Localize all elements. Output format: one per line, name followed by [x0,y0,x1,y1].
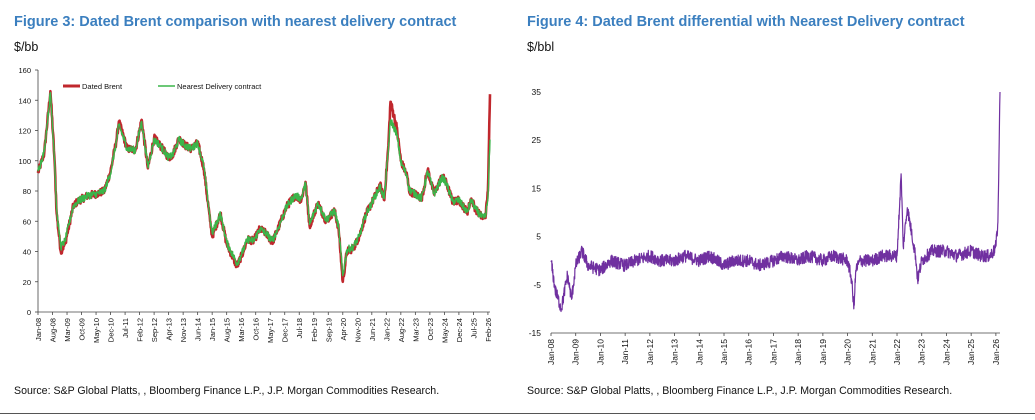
figure-3-chart: 0 20 40 60 80 100 120 140 160 Jan-08 Aug-08 Mar-09 O… [18,66,493,343]
x-tick-label: Jan-08 [546,339,556,365]
x-tick-label: Jan-13 [670,339,680,365]
x-tick-label: Jul-18 [295,318,304,338]
x-tick-label: Jan-17 [768,339,778,365]
x-tick-label: Jan-23 [917,339,927,365]
x-tick-label: Jul-25 [469,318,478,338]
x-tick-label: Jul-11 [121,318,130,338]
x-tick-label: Jan-08 [34,318,43,341]
y-tick-label: 20 [23,278,31,287]
nearest-delivery-contract-series-line [37,91,491,277]
x-tick-label: Jan-26 [991,339,1001,365]
x-tick-label: Jan-22 [382,318,391,341]
y-tick-label: 35 [532,87,542,97]
y-tick-label: 5 [536,232,541,242]
x-tick-label: Nov-13 [179,318,188,342]
differential-series-line [550,91,1001,313]
y-tick-label: 0 [27,308,31,317]
x-tick-label: Mar-23 [411,318,420,342]
x-tick-label: Feb-26 [484,318,493,342]
y-tick-label: 160 [18,66,31,75]
x-tick-label: May-10 [92,318,101,343]
x-tick-label: Oct-16 [252,318,261,341]
figure-4-title: Figure 4: Dated Brent differential with … [527,14,965,30]
legend-label-0: Dated Brent [82,82,123,91]
y-tick-label: 40 [23,248,31,257]
x-tick-label: Mar-09 [63,318,72,342]
x-tick-label: Jan-15 [208,318,217,341]
figure-4-source: Source: S&P Global Platts, , Bloomberg F… [527,385,953,397]
x-tick-label: Apr-20 [339,318,348,341]
x-tick-label: Jun-14 [194,318,203,341]
figure-4-chart: -15 -5 5 15 25 35 Jan-08 Jan-09 Jan-10 Jan-11 Jan-… [529,87,1001,365]
y-tick-label: 80 [23,187,31,196]
x-tick-label: Jan-11 [620,339,630,365]
x-tick-label: Aug-08 [49,318,58,342]
figure-4-unit: $/bbl [527,40,555,54]
x-tick-label: Jan-18 [793,339,803,365]
x-tick-label: Jun-21 [368,318,377,341]
x-tick-label: Jan-14 [694,339,704,365]
y-tick-label: 140 [18,96,31,105]
x-tick-label: Apr-13 [165,318,174,341]
x-tick-label: Sep-12 [150,318,159,342]
x-tick-label: Jan-20 [843,339,853,365]
y-tick-label: 100 [18,157,31,166]
x-tick-label: Jan-19 [818,339,828,365]
x-tick-label: Aug-22 [397,318,406,342]
x-tick-label: Dec-24 [455,318,464,342]
y-tick-label: 25 [532,135,542,145]
y-tick-label: 60 [23,217,31,226]
x-tick-label: Jan-21 [867,339,877,365]
x-tick-label: Jan-22 [892,339,902,365]
x-tick-label: Jan-12 [645,339,655,365]
figure-4-panel: Figure 4: Dated Brent differential with … [517,0,1035,420]
x-tick-label: Jan-10 [595,339,605,365]
x-tick-label: Jan-09 [571,339,581,365]
legend-label-1: Nearest Delivery contract [177,82,262,91]
figure-3-source: Source: S&P Global Platts, , Bloomberg F… [14,385,440,397]
x-tick-label: Mar-16 [237,318,246,342]
y-tick-label: 120 [18,127,31,136]
x-tick-label: Jan-25 [966,339,976,365]
bottom-divider [0,413,1035,414]
x-tick-label: Oct-23 [426,318,435,341]
figure-3-unit: $/bb [14,40,39,54]
x-tick-label: Nov-20 [353,318,362,342]
x-tick-label: Oct-09 [78,318,87,341]
x-tick-label: Aug-15 [223,318,232,342]
y-tick-label: -15 [529,328,542,338]
x-tick-label: Dec-17 [281,318,290,342]
x-tick-label: May-17 [266,318,275,343]
figure-3-title: Figure 3: Dated Brent comparison with ne… [14,14,457,30]
x-tick-label: May-24 [440,318,449,343]
x-tick-label: Dec-10 [107,318,116,342]
y-tick-label: 15 [532,183,542,193]
x-tick-label: Jan-15 [719,339,729,365]
figure-3-panel: Figure 3: Dated Brent comparison with ne… [0,0,517,420]
x-tick-label: Feb-12 [136,318,145,342]
y-tick-label: -5 [533,280,541,290]
x-tick-label: Jan-24 [941,339,951,365]
x-tick-label: Sep-19 [324,318,333,342]
x-tick-label: Feb-19 [310,318,319,342]
x-tick-label: Jan-16 [744,339,754,365]
